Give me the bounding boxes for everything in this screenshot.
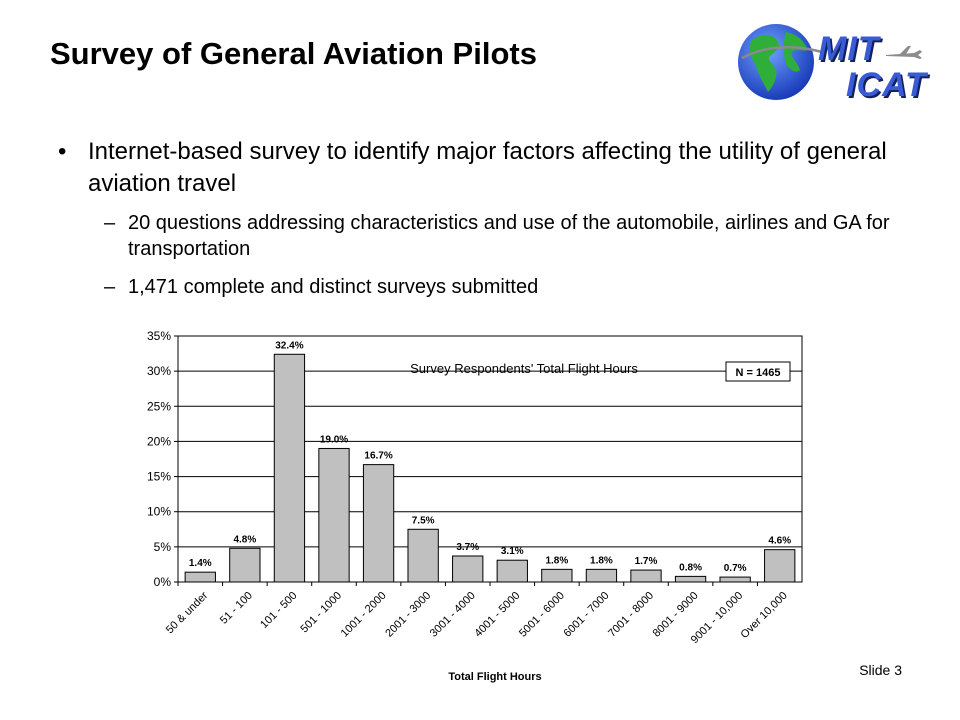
airplane-icon	[886, 46, 922, 59]
y-tick-label: 5%	[154, 540, 172, 554]
bar	[674, 575, 707, 583]
x-tick-label: 51 - 100	[218, 590, 255, 627]
x-tick-label: 5001 - 6000	[517, 590, 567, 640]
bar	[229, 547, 261, 583]
globe-icon	[738, 24, 823, 100]
x-axis-title: Total Flight Hours	[448, 671, 541, 683]
x-tick-label: 3001 - 4000	[428, 590, 478, 640]
bar-value-label: 3.1%	[501, 546, 524, 557]
slide-number: Slide 3	[859, 662, 902, 678]
logo-mit-text: MIT	[818, 30, 880, 68]
x-tick-label: Over 10,000	[739, 590, 790, 641]
bar-value-label: 1.4%	[189, 558, 212, 569]
bar-value-label: 1.7%	[635, 556, 658, 567]
bar	[184, 571, 216, 583]
x-tick-label: 4001 - 5000	[472, 590, 522, 640]
bar	[362, 464, 395, 583]
y-tick-label: 15%	[147, 470, 171, 484]
bar	[318, 447, 350, 583]
bar-value-label: 19.0%	[320, 434, 348, 445]
x-tick-label: 6001 - 7000	[562, 590, 612, 640]
chart-title: Survey Respondents' Total Flight Hours	[410, 361, 638, 376]
bar	[541, 568, 573, 583]
bar	[496, 559, 528, 583]
x-tick-label: 2001 - 3000	[383, 590, 433, 640]
sub-bullet-item: – 1,471 complete and distinct surveys su…	[54, 274, 934, 300]
logo-icat-text: ICAT	[846, 66, 927, 104]
bar	[407, 528, 439, 583]
sample-size-annotation: N = 1465	[725, 361, 791, 382]
bar-value-label: 1.8%	[590, 555, 613, 566]
bar-value-label: 4.6%	[768, 536, 791, 547]
bullet-dot: •	[58, 138, 67, 165]
y-tick-label: 30%	[147, 364, 171, 378]
sub-bullet-item: – 20 questions addressing characteristic…	[54, 210, 934, 262]
bullet-item: • Internet-based survey to identify majo…	[54, 136, 934, 200]
bar-value-label: 7.5%	[412, 515, 435, 526]
bar	[452, 555, 484, 583]
bar	[630, 569, 662, 583]
bar	[719, 576, 751, 583]
chart-axes: 0% 5% 10% 15% 20% 25% 30% 35% 50 & under 51 - 100…	[147, 329, 790, 646]
sub-bullet-dash: –	[104, 212, 116, 234]
bar	[585, 568, 618, 583]
y-tick-label: 35%	[147, 329, 171, 343]
sub-bullet-text: 1,471 complete and distinct surveys subm…	[128, 276, 539, 298]
bar-value-label: 3.7%	[456, 542, 479, 553]
bar	[764, 549, 796, 583]
flight-hours-chart: 1.4% 4.8% 32.4% 19.0% 16.7% 7.5% 3.7% 3.1% 1.8% 1…	[147, 329, 803, 683]
chart-bars: 1.4% 4.8% 32.4% 19.0% 16.7% 7.5% 3.7% 3.1% 1.8% 1…	[184, 340, 796, 583]
bullet-list: • Internet-based survey to identify majo…	[54, 136, 934, 300]
bar-value-label: 0.7%	[724, 563, 747, 574]
bar-value-label: 4.8%	[233, 534, 256, 545]
bar	[273, 353, 306, 583]
slide-title: Survey of General Aviation Pilots	[50, 36, 537, 71]
y-tick-label: 0%	[154, 575, 172, 589]
sub-bullet-text: 20 questions addressing characteristics …	[128, 212, 890, 260]
y-tick-label: 20%	[147, 434, 171, 448]
sub-bullet-dash: –	[104, 276, 116, 298]
x-tick-label: 1001 - 2000	[339, 590, 389, 640]
chart-gridlines	[178, 370, 802, 548]
bar-value-label: 0.8%	[679, 562, 702, 573]
x-tick-label: 101 - 500	[258, 590, 299, 631]
bar-value-label: 16.7%	[364, 451, 392, 462]
y-tick-label: 10%	[147, 505, 171, 519]
x-tick-label: 7001 - 8000	[606, 590, 656, 640]
bar-value-label: 32.4%	[275, 340, 303, 351]
bullet-text: Internet-based survey to identify major …	[88, 138, 887, 197]
y-tick-label: 25%	[147, 399, 171, 413]
x-tick-label: 501 - 1000	[298, 590, 344, 636]
mit-icat-logo: MIT ICAT	[734, 18, 934, 110]
bar-value-label: 1.8%	[545, 555, 568, 566]
x-tick-label: 50 & under	[164, 589, 211, 636]
sample-size-label: N = 1465	[736, 367, 781, 379]
